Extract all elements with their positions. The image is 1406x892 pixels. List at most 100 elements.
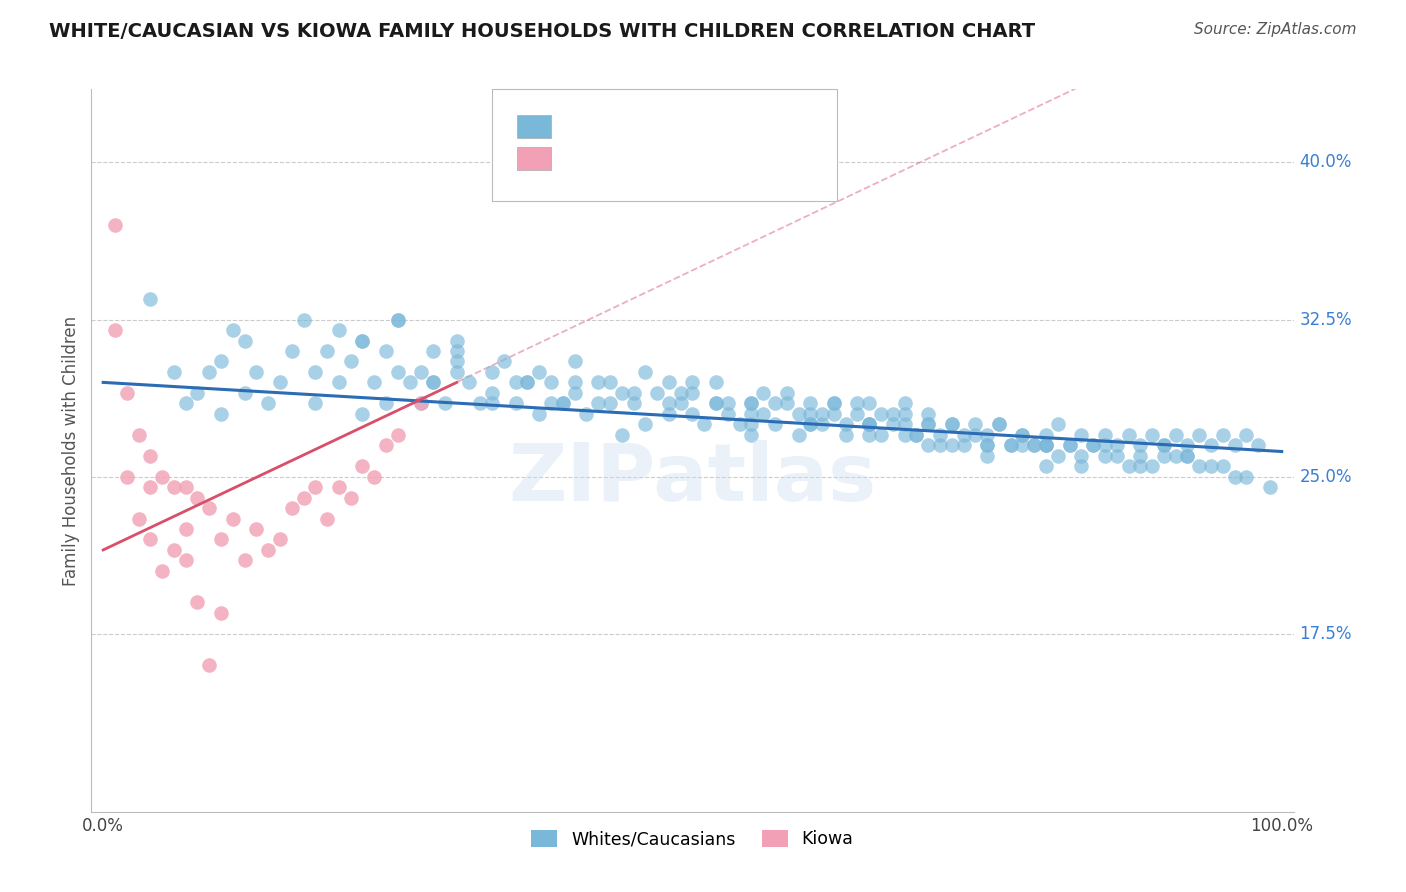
Point	[858, 427, 880, 442]
Point	[198, 658, 221, 673]
Point	[1140, 427, 1163, 442]
Point	[610, 427, 633, 442]
Point	[387, 312, 409, 326]
Point	[1094, 427, 1116, 442]
Point	[457, 376, 479, 390]
Point	[222, 323, 245, 337]
Point	[846, 396, 869, 410]
Text: N =: N =	[679, 118, 718, 136]
Point	[823, 396, 845, 410]
Point	[1199, 438, 1222, 452]
Point	[586, 376, 609, 390]
Point	[858, 417, 880, 432]
Point	[976, 449, 998, 463]
Text: Source: ZipAtlas.com: Source: ZipAtlas.com	[1194, 22, 1357, 37]
Point	[139, 480, 162, 494]
Point	[470, 396, 492, 410]
Point	[658, 396, 681, 410]
Point	[292, 312, 315, 326]
Point	[717, 407, 740, 421]
Text: 200: 200	[718, 118, 751, 136]
Point	[1153, 449, 1175, 463]
Point	[516, 376, 538, 390]
Point	[505, 396, 527, 410]
Point	[1035, 438, 1057, 452]
Point	[1177, 449, 1199, 463]
Point	[941, 417, 963, 432]
Point	[209, 606, 232, 620]
Point	[717, 396, 740, 410]
Point	[599, 396, 621, 410]
Point	[269, 376, 291, 390]
Point	[917, 417, 939, 432]
Text: 32.5%: 32.5%	[1299, 310, 1353, 328]
Point	[174, 480, 197, 494]
Point	[257, 396, 280, 410]
Point	[1094, 449, 1116, 463]
Point	[564, 385, 586, 400]
Point	[115, 385, 138, 400]
Point	[599, 376, 621, 390]
Point	[1118, 459, 1140, 474]
Point	[776, 396, 799, 410]
Point	[540, 376, 562, 390]
Point	[516, 376, 538, 390]
Point	[233, 385, 256, 400]
Point	[174, 522, 197, 536]
Point	[799, 407, 821, 421]
Point	[740, 396, 762, 410]
Point	[1000, 438, 1022, 452]
Point	[529, 365, 551, 379]
Point	[669, 396, 692, 410]
Point	[1129, 438, 1152, 452]
Point	[1083, 438, 1105, 452]
Point	[858, 417, 880, 432]
Point	[352, 334, 374, 348]
Point	[893, 396, 915, 410]
Point	[987, 417, 1010, 432]
Point	[339, 491, 361, 505]
Point	[150, 469, 173, 483]
Point	[128, 427, 150, 442]
Text: 17.5%: 17.5%	[1299, 624, 1353, 643]
Point	[198, 365, 221, 379]
Point	[529, 407, 551, 421]
Point	[893, 427, 915, 442]
Point	[1164, 427, 1187, 442]
Point	[481, 396, 503, 410]
Point	[1223, 438, 1246, 452]
Point	[1129, 459, 1152, 474]
Point	[1059, 438, 1081, 452]
Point	[1234, 427, 1257, 442]
Point	[704, 396, 727, 410]
Point	[1070, 459, 1092, 474]
Text: R =: R =	[564, 118, 602, 136]
Point	[929, 438, 952, 452]
Point	[965, 417, 987, 432]
Point	[1035, 438, 1057, 452]
Point	[799, 396, 821, 410]
Point	[658, 407, 681, 421]
Point	[304, 396, 326, 410]
Point	[645, 385, 668, 400]
Point	[917, 417, 939, 432]
Point	[316, 511, 339, 525]
Point	[1153, 438, 1175, 452]
Point	[328, 323, 350, 337]
Point	[1035, 427, 1057, 442]
Point	[681, 385, 703, 400]
Point	[752, 407, 775, 421]
Point	[704, 396, 727, 410]
Point	[505, 376, 527, 390]
Point	[198, 501, 221, 516]
Point	[411, 396, 433, 410]
Point	[1046, 449, 1069, 463]
Point	[281, 501, 304, 516]
Text: 0.281: 0.281	[606, 150, 661, 168]
Point	[1024, 438, 1046, 452]
Point	[929, 427, 952, 442]
Point	[398, 376, 420, 390]
Point	[328, 376, 350, 390]
Point	[174, 553, 197, 567]
Point	[446, 343, 468, 358]
